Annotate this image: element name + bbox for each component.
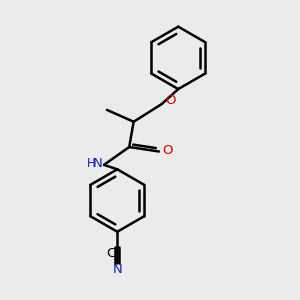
Text: N: N [112, 263, 122, 276]
Text: O: O [165, 94, 175, 107]
Text: C: C [106, 247, 116, 260]
Text: O: O [162, 143, 172, 157]
Text: H: H [86, 157, 95, 169]
Text: N: N [93, 157, 103, 169]
